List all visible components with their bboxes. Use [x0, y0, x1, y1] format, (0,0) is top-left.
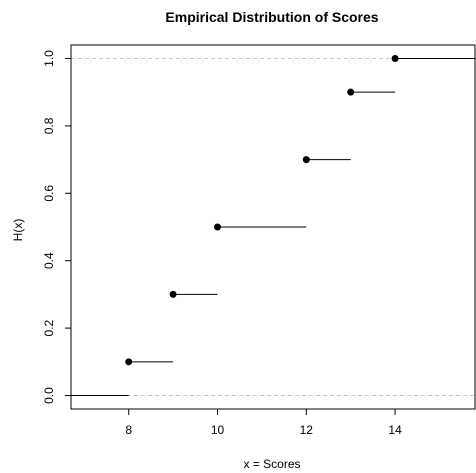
y-tick-label-4: 0.8 — [42, 117, 56, 134]
step-point-3 — [214, 223, 222, 231]
x-tick-label-3: 14 — [388, 423, 402, 437]
chart-title: Empirical Distribution of Scores — [165, 9, 378, 25]
step-point-6 — [391, 54, 399, 62]
step-point-1 — [125, 358, 133, 366]
plot-frame — [70, 44, 476, 410]
y-tick-label-5: 1.0 — [42, 50, 56, 67]
x-tick-label-1: 10 — [211, 423, 225, 437]
x-axis-label: x = Scores — [243, 457, 300, 471]
step-point-4 — [302, 156, 310, 164]
step-point-2 — [169, 290, 177, 298]
x-tick-label-0: 8 — [125, 423, 132, 437]
plot-area: 8 10 12 14 0.0 0.2 0.4 0.6 0.8 1.0 — [42, 44, 476, 437]
y-axis-label: H(x) — [11, 219, 25, 242]
y-tick-label-1: 0.2 — [42, 319, 56, 336]
x-tick-label-2: 12 — [300, 423, 314, 437]
y-tick-label-3: 0.6 — [42, 185, 56, 202]
y-tick-label-2: 0.4 — [42, 252, 56, 269]
step-point-5 — [347, 88, 355, 96]
y-tick-label-0: 0.0 — [42, 387, 56, 404]
